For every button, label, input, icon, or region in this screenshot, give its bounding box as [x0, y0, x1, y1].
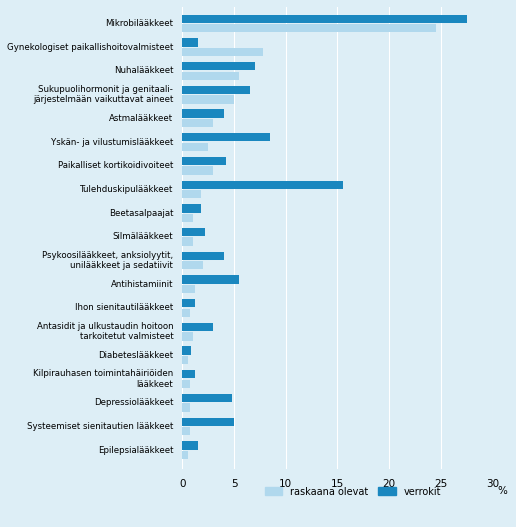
Bar [182, 204, 201, 212]
Bar [182, 38, 198, 47]
Bar [182, 346, 190, 355]
Bar [182, 394, 232, 402]
Bar [182, 167, 213, 174]
Bar [182, 308, 189, 317]
Bar [182, 332, 192, 340]
Bar [182, 356, 187, 364]
Bar [182, 62, 255, 70]
Bar [182, 323, 213, 331]
Bar [182, 403, 189, 412]
Bar [182, 95, 234, 103]
Bar [182, 143, 208, 151]
Bar [182, 238, 192, 246]
Bar [182, 261, 203, 269]
Bar [182, 190, 201, 198]
Bar [182, 285, 195, 293]
Bar [182, 181, 343, 189]
Bar [182, 370, 195, 378]
Bar [182, 72, 239, 80]
Legend: raskaana olevat, verrokit: raskaana olevat, verrokit [265, 486, 441, 496]
Bar [182, 441, 198, 450]
Bar [182, 48, 263, 56]
Bar [182, 417, 234, 426]
Bar [182, 228, 205, 236]
Bar [182, 427, 189, 435]
Bar [182, 24, 436, 33]
Bar [182, 252, 224, 260]
Bar [182, 133, 270, 141]
Bar [182, 451, 187, 459]
Bar [182, 110, 224, 118]
Bar [182, 15, 466, 23]
Bar [182, 119, 213, 127]
Bar [182, 86, 250, 94]
Bar [182, 379, 189, 388]
Bar [182, 157, 226, 165]
Bar [182, 299, 195, 307]
Bar [182, 276, 239, 284]
Text: %: % [498, 486, 508, 496]
Bar [182, 214, 192, 222]
